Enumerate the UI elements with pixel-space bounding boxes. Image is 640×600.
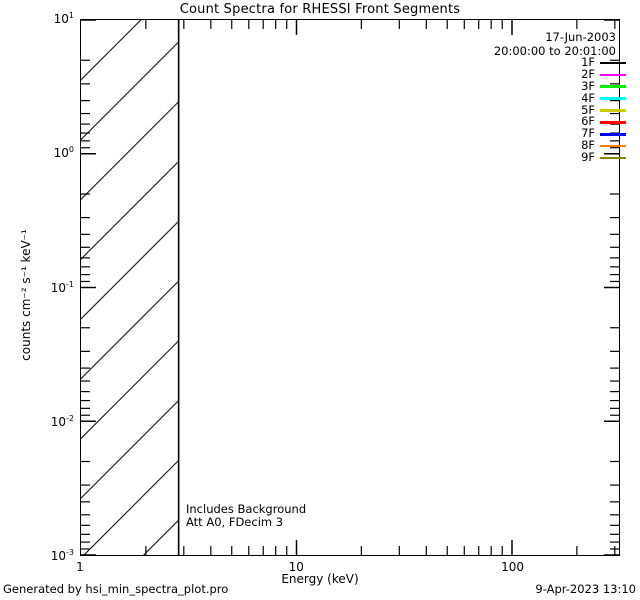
legend-label-9f: 9F	[581, 150, 595, 165]
legend: 1F 2F 3F 4F 5F 6F 7F 8F	[546, 55, 626, 165]
y-axis-ticks	[81, 20, 619, 555]
x-tick-label-10: 10	[288, 560, 304, 574]
legend-item-2f[interactable]: 2F	[546, 66, 626, 81]
attenuator-note: Att A0, FDecim 3	[186, 515, 284, 529]
y-axis-title: counts cm⁻² s⁻¹ keV⁻¹	[19, 229, 33, 361]
generated-timestamp: 9-Apr-2023 13:10	[535, 582, 636, 596]
plot-annotation: Includes Background Att A0, FDecim 3	[186, 503, 306, 529]
x-tick-label-100: 100	[501, 560, 525, 574]
legend-item-7f[interactable]: 7F	[546, 126, 626, 141]
legend-item-9f[interactable]: 9F	[546, 150, 626, 165]
y-tick-label-1e0: 100	[53, 145, 74, 161]
legend-swatch-3f	[600, 85, 626, 89]
legend-label-5f: 5F	[581, 102, 595, 117]
legend-swatch-9f	[600, 156, 626, 160]
plot-area	[80, 19, 620, 556]
excluded-energy-band	[81, 20, 180, 555]
generator-note: Generated by hsi_min_spectra_plot.pro	[3, 582, 229, 596]
legend-label-6f: 6F	[581, 114, 595, 129]
x-axis-title: Energy (keV)	[281, 572, 359, 586]
observation-interval: 20:00:00 to 20:01:00	[493, 43, 616, 58]
legend-swatch-8f	[600, 144, 626, 148]
observation-info: 17-Jun-2003 20:00:00 to 20:01:00	[493, 30, 616, 58]
observation-date: 17-Jun-2003	[545, 30, 616, 44]
legend-swatch-4f	[600, 97, 626, 100]
legend-item-5f[interactable]: 5F	[546, 102, 626, 117]
y-tick-label-1e-3: 10-3	[50, 548, 74, 563]
x-axis-ticks	[145, 20, 616, 555]
legend-swatch-2f	[600, 73, 626, 77]
legend-item-3f[interactable]: 3F	[546, 78, 626, 93]
legend-swatch-7f	[600, 132, 626, 136]
y-tick-label-1e-1: 10-1	[50, 279, 74, 295]
legend-item-6f[interactable]: 6F	[546, 116, 626, 128]
legend-item-1f[interactable]: 1F	[546, 55, 626, 69]
legend-label-2f: 2F	[581, 66, 595, 81]
legend-label-1f: 1F	[581, 55, 595, 69]
plot-canvas	[81, 20, 619, 555]
background-note: Includes Background	[186, 502, 307, 516]
legend-label-8f: 8F	[581, 138, 595, 153]
page-title: Count Spectra for RHESSI Front Segments	[179, 2, 461, 17]
legend-item-8f[interactable]: 8F	[546, 138, 626, 153]
y-tick-label-1e1: 101	[53, 11, 74, 26]
legend-swatch-1f	[600, 61, 626, 65]
legend-label-7f: 7F	[581, 126, 595, 141]
x-tick-label-1: 1	[76, 560, 84, 574]
y-tick-label-1e-2: 10-2	[50, 413, 74, 429]
legend-swatch-5f	[600, 109, 626, 112]
legend-swatch-6f	[600, 121, 626, 124]
legend-label-3f: 3F	[581, 78, 595, 93]
legend-item-4f[interactable]: 4F	[546, 90, 626, 105]
legend-label-4f: 4F	[581, 90, 595, 105]
